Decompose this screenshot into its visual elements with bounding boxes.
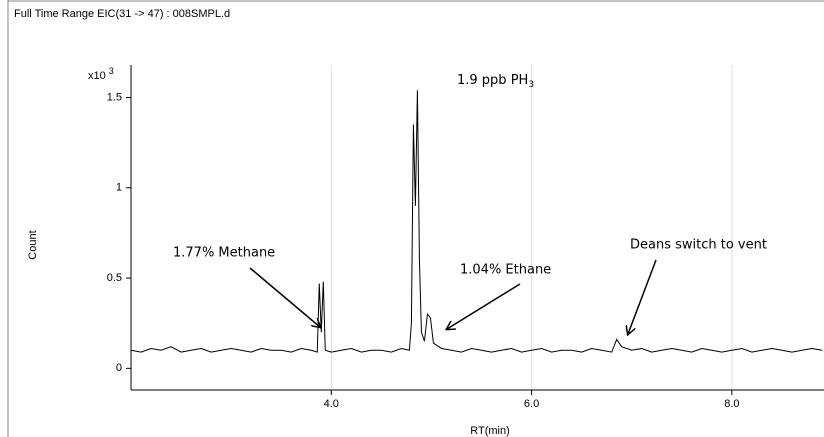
- annotation-text: 1.9 ppb PH: [457, 73, 528, 88]
- x-tick-label: 6.0: [524, 398, 539, 410]
- x-tick-label: 4.0: [324, 398, 339, 410]
- y-axis-label: Count: [27, 230, 39, 259]
- y-tick-label: 1: [116, 182, 122, 194]
- arrow: [249, 267, 320, 327]
- x-tick-label: 8.0: [724, 398, 739, 410]
- y-tick-label: 0.5: [107, 272, 122, 284]
- chart-title: Full Time Range EIC(31 -> 47) : 008SMPL.…: [14, 8, 230, 20]
- y-multiplier-base: x10: [88, 70, 106, 82]
- x-axis-label: RT(min): [470, 425, 510, 437]
- annotation-subscript: 3: [528, 80, 534, 90]
- arrow: [628, 259, 657, 334]
- y-multiplier-exponent: 3: [109, 66, 114, 76]
- annotation: Deans switch to vent: [630, 238, 767, 253]
- annotation: 1.04% Ethane: [460, 263, 551, 278]
- arrow: [447, 283, 521, 329]
- annotation: 1.77% Methane: [173, 246, 275, 261]
- y-tick-label: 1.5: [107, 91, 122, 103]
- y-multiplier: x10 3: [88, 66, 114, 82]
- data-line: [130, 90, 823, 353]
- annotation: 1.9 ppb PH3: [457, 73, 534, 90]
- y-tick-label: 0: [116, 362, 122, 374]
